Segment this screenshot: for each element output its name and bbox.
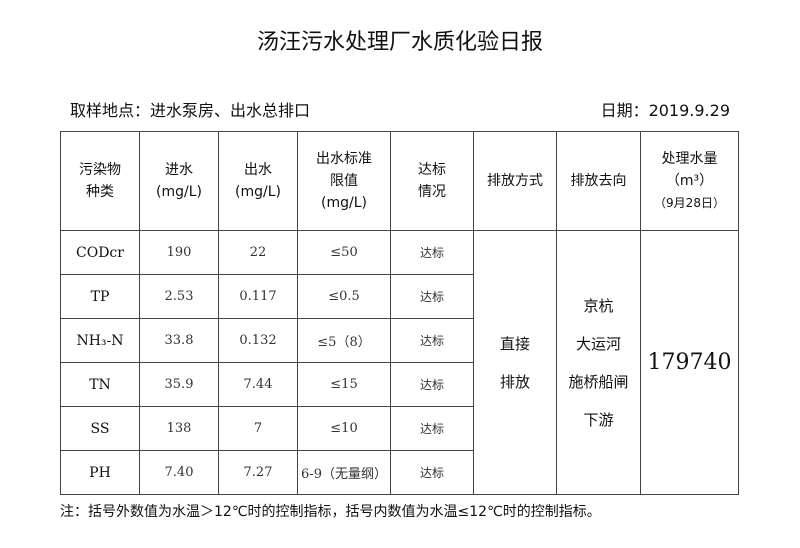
outflow-value: 0.132 <box>218 318 298 363</box>
limit-value: ≤15 <box>297 362 391 407</box>
header-method: 排放方式 <box>473 131 557 231</box>
pollutant-name: TN <box>60 362 140 407</box>
pollutant-name: TP <box>60 274 140 319</box>
pollutant-name: NH₃-N <box>60 318 140 363</box>
status-value: 达标 <box>390 450 474 495</box>
header-destination: 排放去向 <box>556 131 641 231</box>
footnote: 注：括号外数值为水温＞12℃时的控制指标，括号内数值为水温≤12℃时的控制指标。 <box>60 504 601 520</box>
outflow-value: 22 <box>218 230 298 275</box>
sampling-location: 取样地点：进水泵房、出水总排口 <box>70 101 311 120</box>
outflow-value: 7.44 <box>218 362 298 407</box>
inflow-value: 35.9 <box>139 362 219 407</box>
inflow-value: 138 <box>139 406 219 451</box>
status-value: 达标 <box>390 406 474 451</box>
report-title: 汤汪污水处理厂水质化验日报 <box>256 30 543 55</box>
discharge-method: 直接 排放 <box>473 230 557 495</box>
outflow-value: 7 <box>218 406 298 451</box>
status-value: 达标 <box>390 230 474 275</box>
table-row: TP 2.53 0.117 ≤0.5 达标 <box>60 274 739 319</box>
discharge-destination: 京杭 大运河 施桥船闸 下游 <box>556 230 641 495</box>
water-quality-table: 污染物 种类 进水 (mg/L) 出水 (mg/L) 出水标准 限值 (mg/L) 达标情… <box>60 131 739 495</box>
outflow-value: 0.117 <box>218 274 298 319</box>
table-row: TN 35.9 7.44 ≤15 达标 <box>60 362 739 407</box>
limit-value: ≤50 <box>297 230 391 275</box>
header-outflow: 出水 (mg/L) <box>218 131 298 231</box>
inflow-value: 33.8 <box>139 318 219 363</box>
status-value: 达标 <box>390 362 474 407</box>
header-volume: 处理水量 （m³） （9月28日） <box>640 131 739 231</box>
table-row: NH₃-N 33.8 0.132 ≤5（8） 达标 <box>60 318 739 363</box>
treated-volume: 179740 <box>640 230 739 495</box>
table-row: SS 138 7 ≤10 达标 <box>60 406 739 451</box>
limit-value: 6-9（无量纲） <box>297 450 391 495</box>
header-limit: 出水标准 限值 (mg/L) <box>297 131 391 231</box>
inflow-value: 190 <box>139 230 219 275</box>
header-pollutant: 污染物 种类 <box>60 131 140 231</box>
inflow-value: 7.40 <box>139 450 219 495</box>
limit-value: ≤10 <box>297 406 391 451</box>
status-value: 达标 <box>390 318 474 363</box>
pollutant-name: SS <box>60 406 140 451</box>
table-row: CODcr 190 22 ≤50 达标 直接 排放 京杭 大运河 施桥船闸 下游 179740 <box>60 230 739 495</box>
pollutant-name: PH <box>60 450 140 495</box>
table-row: PH 7.40 7.27 6-9（无量纲） 达标 <box>60 450 739 495</box>
report-date: 日期：2019.9.29 <box>600 101 730 120</box>
inflow-value: 2.53 <box>139 274 219 319</box>
limit-value: ≤0.5 <box>297 274 391 319</box>
header-status: 达标 情况 <box>390 131 474 231</box>
header-row: 污染物 种类 进水 (mg/L) 出水 (mg/L) 出水标准 限值 (mg/L) 达标情… <box>60 131 739 231</box>
limit-value: ≤5（8） <box>297 318 391 363</box>
pollutant-name: CODcr <box>60 230 140 275</box>
status-value: 达标 <box>390 274 474 319</box>
outflow-value: 7.27 <box>218 450 298 495</box>
header-inflow: 进水 (mg/L) <box>139 131 219 231</box>
